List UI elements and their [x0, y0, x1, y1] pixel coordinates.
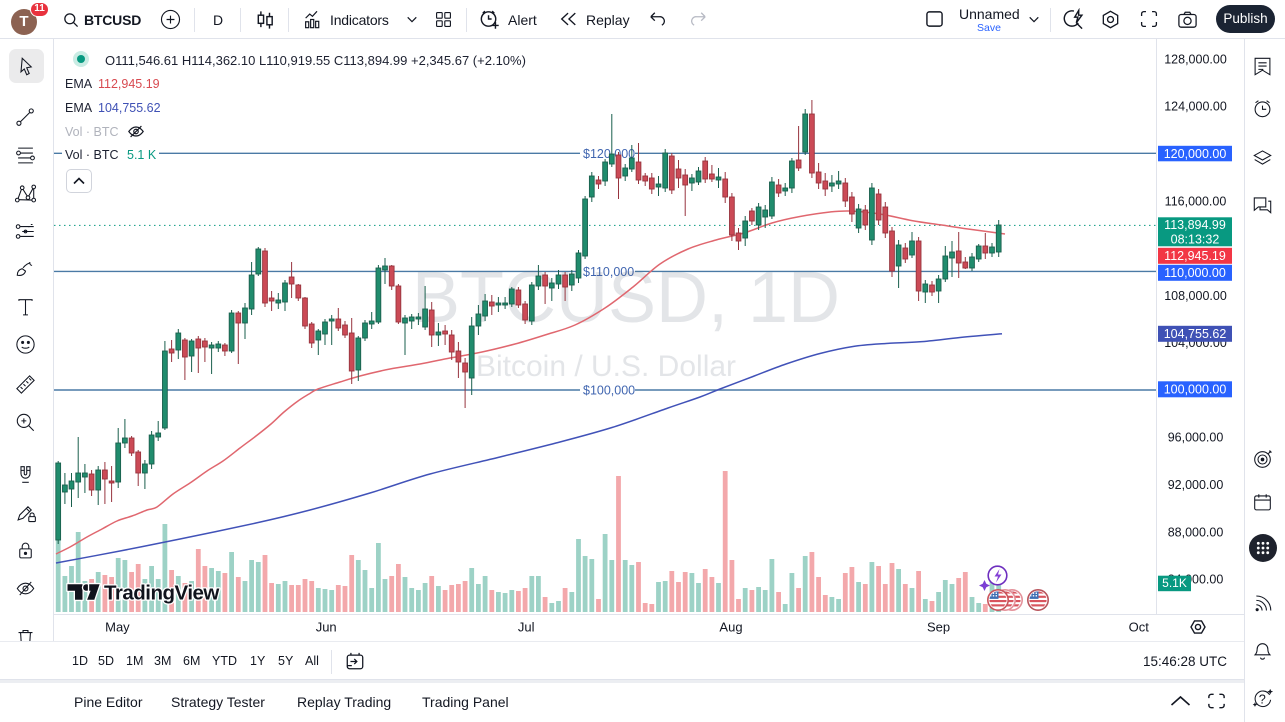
svg-text:88,000.00: 88,000.00	[1168, 525, 1224, 539]
svg-text:104,755.62: 104,755.62	[1164, 327, 1227, 341]
svg-text:128,000.00: 128,000.00	[1164, 52, 1227, 66]
svg-text:120,000.00: 120,000.00	[1164, 147, 1227, 161]
svg-text:100,000.00: 100,000.00	[1164, 383, 1227, 397]
svg-text:BTCUSD, 1D: BTCUSD, 1D	[412, 258, 840, 338]
svg-text:$110,000: $110,000	[583, 265, 634, 279]
svg-text:Aug: Aug	[719, 620, 742, 635]
svg-text:TradingView: TradingView	[104, 582, 219, 605]
svg-text:May: May	[105, 620, 130, 635]
svg-text:113,894.99: 113,894.99	[1164, 218, 1226, 232]
svg-text:92,000.00: 92,000.00	[1168, 478, 1224, 492]
svg-text:Bitcoin / U.S. Dollar: Bitcoin / U.S. Dollar	[476, 350, 736, 383]
svg-text:Sep: Sep	[927, 620, 950, 635]
svg-text:08:13:32: 08:13:32	[1171, 232, 1220, 246]
svg-text:108,000.00: 108,000.00	[1164, 289, 1227, 303]
svg-text:110,000.00: 110,000.00	[1164, 266, 1226, 280]
svg-text:Oct: Oct	[1129, 620, 1150, 635]
svg-text:96,000.00: 96,000.00	[1168, 431, 1224, 445]
svg-text:124,000.00: 124,000.00	[1164, 100, 1227, 114]
svg-text:112,945.19: 112,945.19	[1164, 249, 1226, 263]
svg-text:$100,000: $100,000	[583, 384, 635, 398]
svg-text:Jun: Jun	[316, 620, 337, 635]
svg-text:5.1K: 5.1K	[1162, 576, 1187, 590]
svg-text:?: ?	[1259, 692, 1266, 706]
svg-text:Jul: Jul	[518, 620, 535, 635]
svg-text:116,000.00: 116,000.00	[1165, 194, 1227, 208]
